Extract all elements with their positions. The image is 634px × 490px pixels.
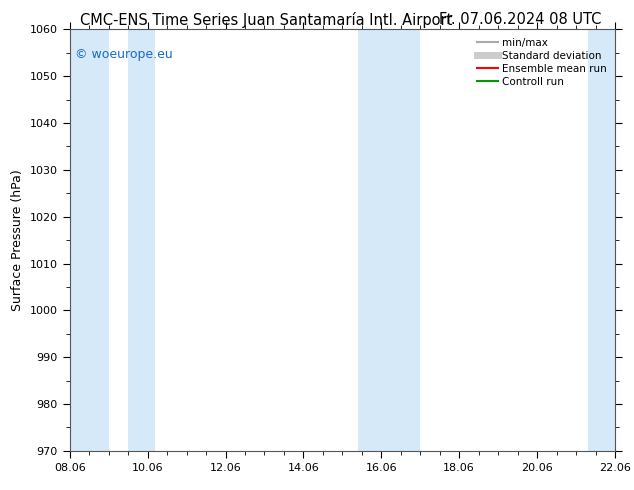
Y-axis label: Surface Pressure (hPa): Surface Pressure (hPa): [11, 169, 24, 311]
Text: Fr. 07.06.2024 08 UTC: Fr. 07.06.2024 08 UTC: [439, 12, 601, 27]
Text: CMC-ENS Time Series Juan Santamaría Intl. Airport: CMC-ENS Time Series Juan Santamaría Intl…: [80, 12, 453, 28]
Text: © woeurope.eu: © woeurope.eu: [75, 49, 173, 61]
Legend: min/max, Standard deviation, Ensemble mean run, Controll run: min/max, Standard deviation, Ensemble me…: [473, 33, 611, 91]
Bar: [358, 29, 420, 451]
Bar: [70, 29, 108, 451]
Bar: [588, 29, 615, 451]
Bar: [128, 29, 155, 451]
